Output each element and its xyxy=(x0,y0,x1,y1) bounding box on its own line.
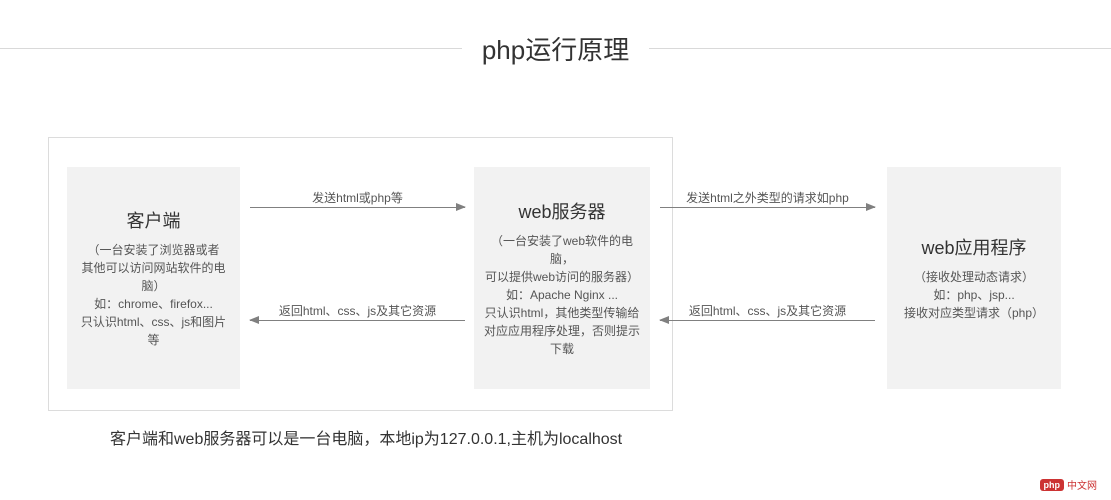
node-client-line: 如：chrome、firefox... xyxy=(94,295,213,313)
node-webserver-title: web服务器 xyxy=(518,198,605,224)
arrow-line xyxy=(660,320,875,321)
hr-right xyxy=(649,48,1111,49)
arrow-line xyxy=(250,207,465,208)
arrow-label: 发送html或php等 xyxy=(250,189,465,206)
logo-badge: php xyxy=(1040,479,1065,491)
node-app-line: （接收处理动态请求） xyxy=(914,268,1034,286)
node-app-line: 接收对应类型请求（php） xyxy=(904,304,1044,322)
node-webserver-line: 只认识html，其他类型传输给 xyxy=(485,304,640,322)
title-row: php运行原理 xyxy=(0,30,1111,67)
arrow-label: 发送html之外类型的请求如php xyxy=(660,189,875,206)
node-webserver-line: （一台安装了web软件的电脑， xyxy=(484,232,640,268)
arrow-head-icon xyxy=(866,203,876,211)
arrow-line xyxy=(250,320,465,321)
node-app: web应用程序 （接收处理动态请求） 如：php、jsp... 接收对应类型请求… xyxy=(887,167,1061,389)
arrow-head-icon xyxy=(659,316,669,324)
node-client: 客户端 （一台安装了浏览器或者 其他可以访问网站软件的电脑） 如：chrome、… xyxy=(67,167,240,389)
node-client-title: 客户端 xyxy=(127,207,181,233)
caption: 客户端和web服务器可以是一台电脑，本地ip为127.0.0.1,主机为loca… xyxy=(110,425,622,449)
arrow-head-icon xyxy=(456,203,466,211)
arrow-label: 返回html、css、js及其它资源 xyxy=(660,302,875,319)
node-webserver-line: 可以提供web访问的服务器） xyxy=(485,268,639,286)
logo-text: 中文网 xyxy=(1067,477,1097,492)
arrow-line xyxy=(660,207,875,208)
node-app-title: web应用程序 xyxy=(921,234,1026,260)
logo: php 中文网 xyxy=(1040,477,1098,492)
node-client-line: 其他可以访问网站软件的电脑） xyxy=(77,259,230,295)
node-webserver: web服务器 （一台安装了web软件的电脑， 可以提供web访问的服务器） 如：… xyxy=(474,167,650,389)
node-client-line: （一台安装了浏览器或者 xyxy=(87,241,219,259)
hr-left xyxy=(0,48,462,49)
arrow-head-icon xyxy=(249,316,259,324)
node-app-line: 如：php、jsp... xyxy=(933,286,1014,304)
node-webserver-line: 对应应用程序处理，否则提示下载 xyxy=(484,322,640,358)
arrow-label: 返回html、css、js及其它资源 xyxy=(250,302,465,319)
node-client-line: 只认识html、css、js和图片等 xyxy=(77,313,230,349)
page-title: php运行原理 xyxy=(462,30,649,67)
node-webserver-line: 如：Apache Nginx ... xyxy=(506,286,618,304)
